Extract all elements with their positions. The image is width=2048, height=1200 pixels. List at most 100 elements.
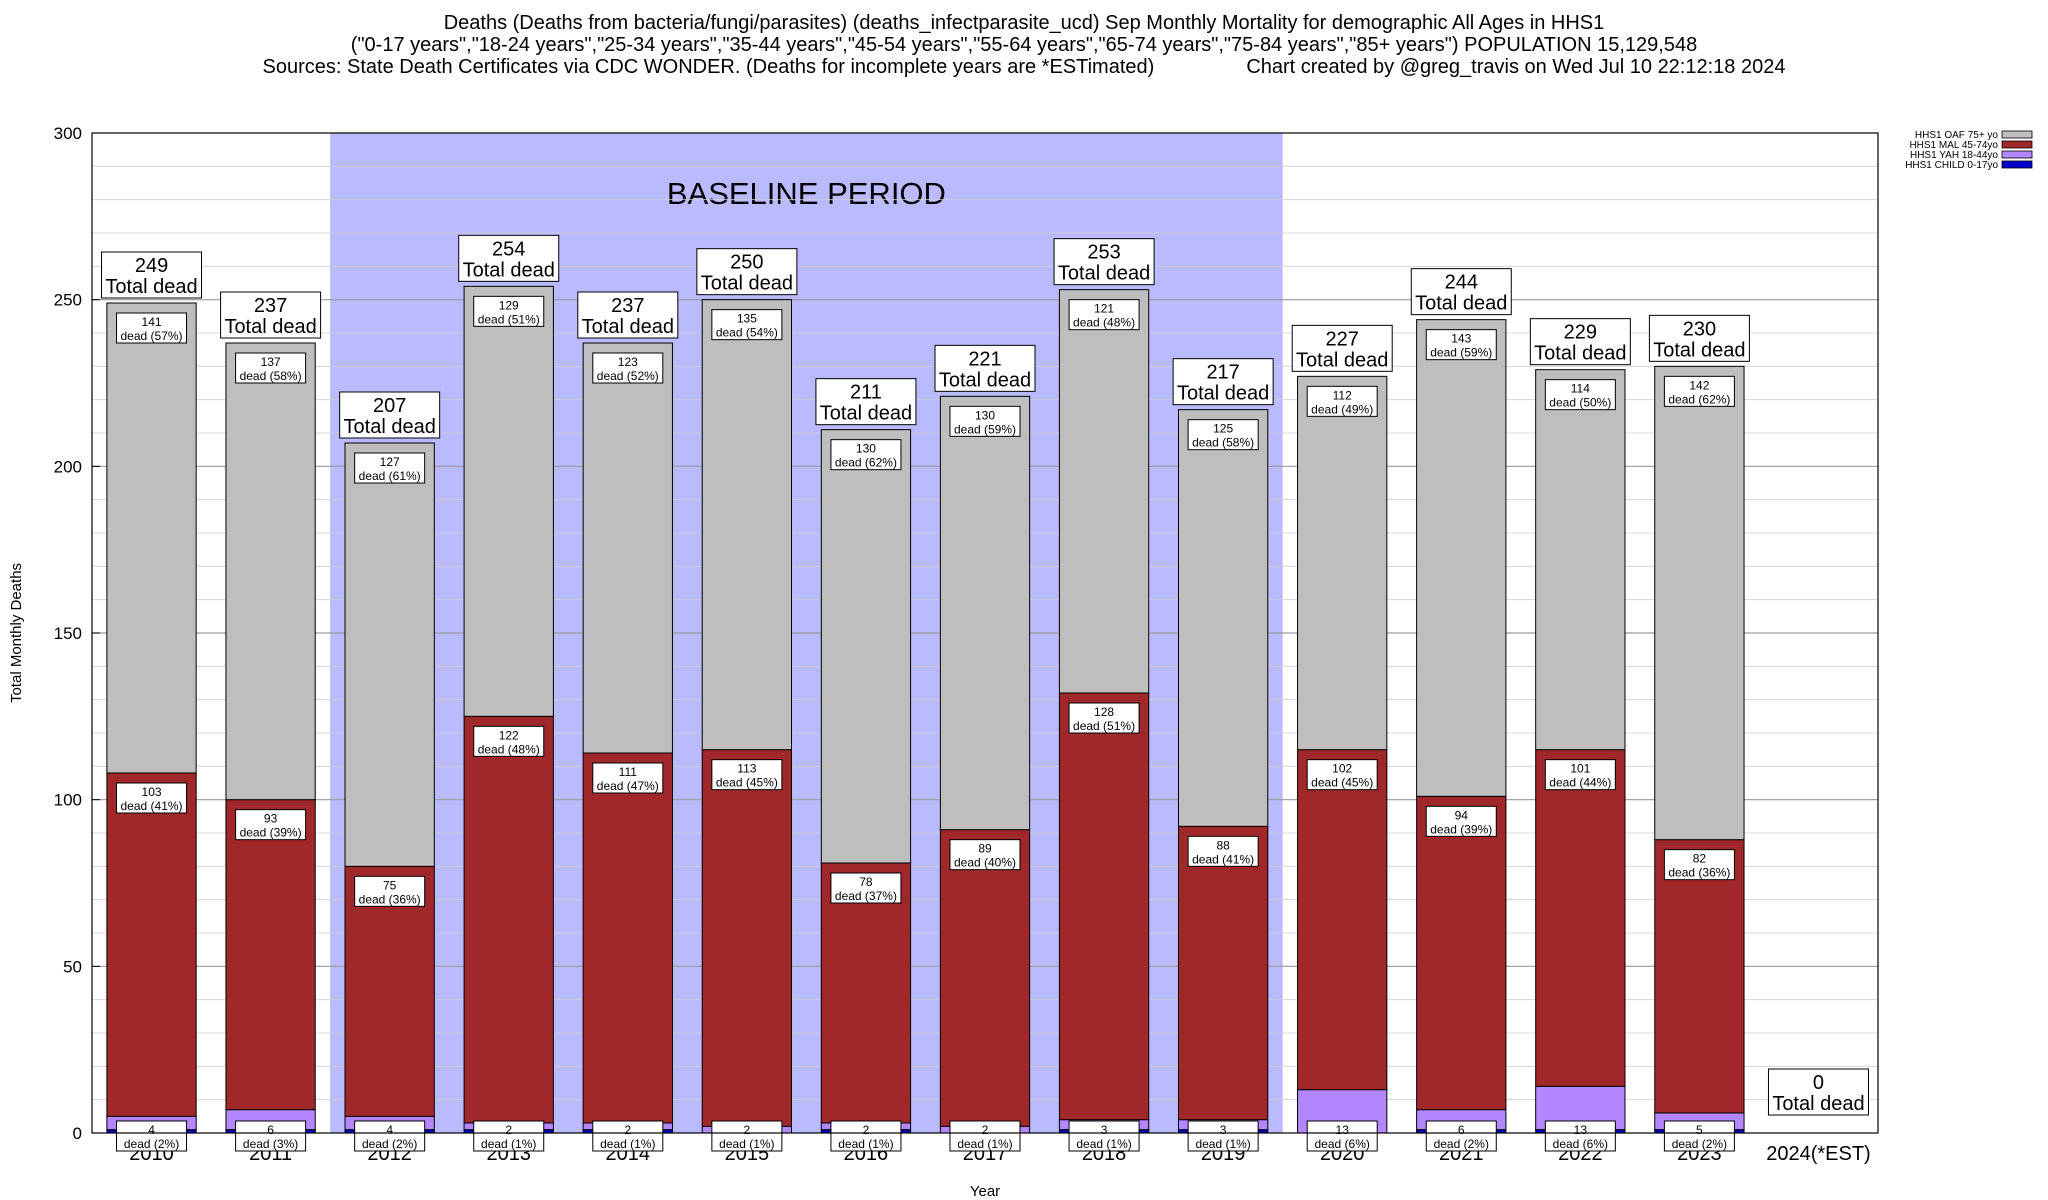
total-label-box (220, 291, 322, 339)
segment-label-value: 143 (1451, 332, 1471, 346)
bar-segment (1416, 795, 1507, 1111)
segment-label-value: 125 (1213, 422, 1233, 436)
legend-swatch (2001, 140, 2033, 149)
bar-segment (820, 429, 912, 864)
segment-label-box (592, 1120, 664, 1152)
segment-label-box (1425, 329, 1497, 361)
segment-label-box (473, 725, 545, 757)
segment-label-value: 89 (978, 842, 992, 856)
total-label-box (815, 378, 917, 426)
segment-label-value: 2 (624, 1123, 631, 1137)
x-tick-label: 2024(*EST) (1766, 1143, 1871, 1165)
bar-segment (1058, 289, 1150, 694)
bar-segment (106, 302, 197, 774)
segment-label-box (1068, 702, 1140, 734)
total-label-box (577, 291, 679, 339)
segment-label-box (830, 439, 902, 471)
segment-label-box (1663, 1120, 1735, 1152)
segment-label-value: 4 (386, 1123, 393, 1137)
total-value: 221 (968, 348, 1001, 370)
total-suffix: Total dead (582, 316, 674, 338)
segment-label-box (1544, 379, 1616, 411)
bar-segment (939, 395, 1031, 831)
total-value: 207 (373, 395, 406, 417)
segment-label-box (1187, 1120, 1259, 1152)
total-suffix: Total dead (463, 259, 555, 281)
segment-label-box (592, 352, 664, 384)
segment-label-box (830, 872, 902, 904)
bar-segment (344, 442, 435, 867)
segment-label-pct: dead (6%) (1315, 1137, 1370, 1151)
total-value: 253 (1087, 242, 1120, 264)
y-tick-label: 50 (63, 957, 82, 976)
segment-label-box (235, 1120, 307, 1152)
chart-title: Deaths (Deaths from bacteria/fungi/paras… (0, 12, 2048, 78)
total-label-box (1291, 324, 1393, 372)
bar-segment (582, 342, 673, 754)
segment-label-value: 3 (1101, 1123, 1108, 1137)
segment-label-box (1068, 1120, 1140, 1152)
segment-label-pct: dead (1%) (957, 1137, 1012, 1151)
total-value: 0 (1813, 1072, 1824, 1094)
segment-label-value: 2 (505, 1123, 512, 1137)
segment-label-pct: dead (48%) (1073, 316, 1135, 330)
segment-label-pct: dead (39%) (1430, 822, 1492, 836)
total-suffix: Total dead (1772, 1093, 1864, 1115)
segment-label-pct: dead (2%) (362, 1137, 417, 1151)
segment-label-box (1068, 299, 1140, 331)
total-suffix: Total dead (224, 316, 316, 338)
y-axis-label: Total Monthly Deaths (8, 563, 25, 703)
total-label-box (696, 248, 798, 296)
segment-label-pct: dead (39%) (240, 826, 302, 840)
segment-label-pct: dead (59%) (1430, 346, 1492, 360)
segment-label-value: 2 (744, 1123, 751, 1137)
total-label-box (1648, 314, 1750, 362)
bar-segment (582, 752, 673, 1124)
legend-entry: HHS1 CHILD 0-17yo (1905, 160, 1998, 171)
segment-label-value: 112 (1333, 388, 1352, 402)
total-suffix: Total dead (1653, 339, 1745, 361)
segment-label-box (1663, 849, 1735, 881)
total-value: 237 (611, 295, 644, 317)
legend-entry: HHS1 MAL 45-74yo (1909, 140, 1998, 151)
total-suffix: Total dead (1296, 349, 1388, 371)
segment-label-box (1187, 419, 1259, 451)
total-suffix: Total dead (820, 403, 912, 425)
segment-label-pct: dead (47%) (597, 779, 659, 793)
plot-frame (91, 132, 1879, 1134)
y-tick-label: 200 (54, 457, 82, 476)
segment-label-box (354, 1120, 426, 1152)
segment-label-box (949, 1120, 1021, 1152)
segment-label-value: 137 (261, 355, 281, 369)
total-label-box (101, 251, 203, 299)
segment-label-pct: dead (36%) (359, 892, 421, 906)
segment-label-value: 135 (737, 312, 757, 326)
y-tick-label: 250 (54, 291, 82, 310)
total-suffix: Total dead (1534, 343, 1626, 365)
title-line-3: Sources: State Death Certificates via CD… (0, 56, 2048, 78)
segment-label-box (116, 782, 188, 814)
bar-segment (1416, 319, 1507, 797)
bar-segment (1177, 409, 1269, 827)
segment-label-box (1306, 1120, 1378, 1152)
segment-label-value: 123 (618, 355, 638, 369)
segment-label-pct: dead (44%) (1549, 776, 1611, 790)
total-label-box (339, 391, 441, 439)
segment-label-pct: dead (1%) (1076, 1137, 1131, 1151)
segment-label-box (1306, 385, 1378, 417)
segment-label-pct: dead (45%) (716, 776, 778, 790)
segment-label-pct: dead (2%) (124, 1137, 179, 1151)
segment-label-pct: dead (51%) (1073, 719, 1135, 733)
segment-label-pct: dead (37%) (835, 889, 897, 903)
total-value: 230 (1683, 318, 1716, 340)
total-suffix: Total dead (344, 416, 436, 438)
segment-label-pct: dead (62%) (835, 456, 897, 470)
segment-label-pct: dead (2%) (1672, 1137, 1727, 1151)
bar-segment (701, 299, 793, 751)
y-tick-label: 150 (54, 624, 82, 643)
segment-label-box (711, 309, 783, 341)
total-value: 211 (850, 382, 882, 404)
segment-label-value: 101 (1570, 762, 1590, 776)
baseline-label: BASELINE PERIOD (667, 176, 946, 211)
total-suffix: Total dead (1415, 293, 1507, 315)
